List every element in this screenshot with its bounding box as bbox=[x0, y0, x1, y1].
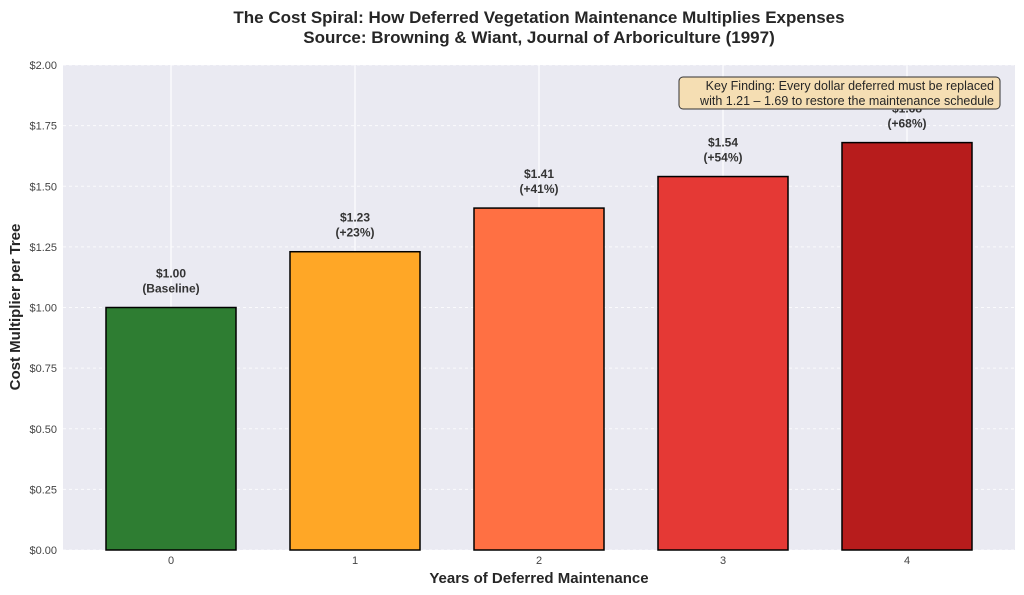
y-tick-label: $0.00 bbox=[29, 545, 57, 557]
y-tick-label: $0.25 bbox=[29, 484, 57, 496]
x-tick-label: 4 bbox=[904, 555, 910, 567]
bar-percent-label: (+54%) bbox=[703, 151, 742, 165]
x-axis-label: Years of Deferred Maintenance bbox=[429, 570, 648, 587]
x-tick-label: 2 bbox=[536, 555, 542, 567]
bar-value-label: $1.00 bbox=[156, 267, 186, 281]
annotation-box bbox=[678, 76, 1001, 110]
chart-title: The Cost Spiral: How Deferred Vegetation… bbox=[233, 8, 844, 27]
annotation-line-1: Key Finding: Every dollar deferred must … bbox=[706, 79, 994, 93]
y-tick-label: $2.00 bbox=[29, 60, 57, 72]
annotation-line-2: with 1.21 – 1.69 to restore the maintena… bbox=[699, 94, 994, 108]
x-tick-label: 1 bbox=[352, 555, 358, 567]
x-tick-label: 3 bbox=[720, 555, 726, 567]
bar-percent-label: (+23%) bbox=[335, 226, 374, 240]
bars bbox=[105, 141, 973, 551]
y-tick-label: $1.25 bbox=[29, 242, 57, 254]
y-axis-label: Cost Multiplier per Tree bbox=[7, 224, 24, 391]
bar-year-3 bbox=[657, 175, 789, 551]
y-tick-label: $1.75 bbox=[29, 121, 57, 133]
y-tick-label: $1.00 bbox=[29, 303, 57, 315]
bar-percent-label: (Baseline) bbox=[142, 282, 199, 296]
bar-value-label: $1.41 bbox=[524, 167, 554, 181]
y-tick-label: $0.75 bbox=[29, 363, 57, 375]
x-axis-ticks: 0 1 2 3 4 bbox=[168, 555, 910, 567]
bar-year-1 bbox=[289, 250, 421, 551]
bar-value-label: $1.54 bbox=[708, 136, 738, 150]
bar-year-0 bbox=[105, 306, 237, 551]
bar-data-labels: $1.00(Baseline) $1.23(+23%) $1.41(+41%) $1.… bbox=[142, 102, 926, 296]
bar-year-2 bbox=[473, 207, 605, 551]
bar-value-label: $1.23 bbox=[340, 211, 370, 225]
key-finding-annotation: Key Finding: Every dollar deferred must … bbox=[678, 76, 1001, 110]
chart-subtitle: Source: Browning & Wiant, Journal of Arb… bbox=[303, 28, 774, 47]
bar-percent-label: (+41%) bbox=[519, 182, 558, 196]
bar-percent-label: (+68%) bbox=[887, 117, 926, 131]
y-tick-label: $0.50 bbox=[29, 424, 57, 436]
y-tick-label: $1.50 bbox=[29, 181, 57, 193]
bar-year-4 bbox=[841, 141, 973, 551]
x-tick-label: 0 bbox=[168, 555, 174, 567]
y-axis-ticks: $0.00 $0.25 $0.50 $0.75 $1.00 $1.25 $1.50 $1.75… bbox=[29, 60, 57, 557]
